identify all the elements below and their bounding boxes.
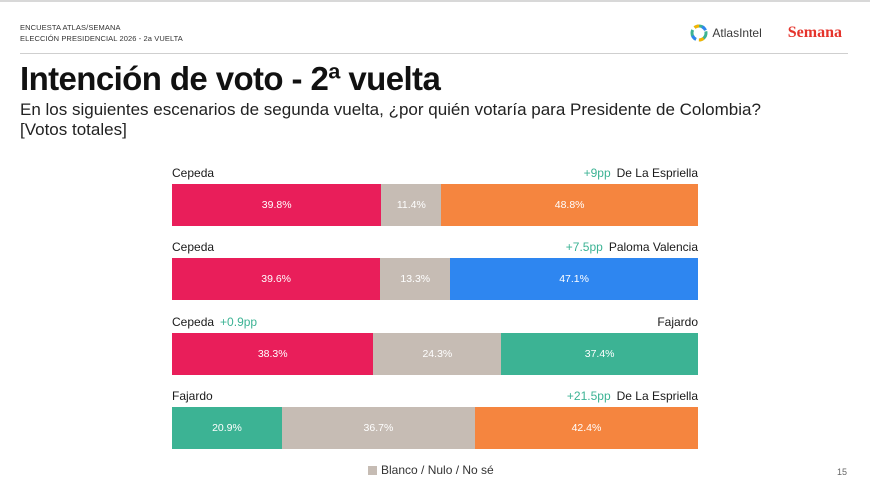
bar-segment-right: 42.4% <box>474 407 698 449</box>
bar-value-label: 47.1% <box>559 273 589 285</box>
scenario-1: Cepeda +9pp De La Espriella 39.8% 11.4% 48.8% <box>172 166 698 226</box>
atlasintel-logo: AtlasIntel <box>690 24 762 42</box>
bar-segment-blanco: 36.7% <box>281 407 475 449</box>
candidate-left-label: Fajardo <box>172 389 213 403</box>
logos: AtlasIntel Semana <box>690 24 842 42</box>
scenario-labels: Cepeda +7.5pp Paloma Valencia <box>172 240 698 258</box>
bar-value-label: 42.4% <box>571 422 602 434</box>
candidate-left-label: Cepeda <box>172 166 214 180</box>
bar-value-label: 11.4% <box>396 199 426 211</box>
scenario-labels: Cepeda +0.9pp Fajardo <box>172 315 698 333</box>
survey-header: ENCUESTA ATLAS/SEMANA ELECCIÓN PRESIDENC… <box>20 22 183 44</box>
candidate-left-name: Cepeda <box>172 166 215 180</box>
stacked-bar: 38.3% 24.3% 37.4% <box>172 333 698 375</box>
semana-logo: Semana <box>787 24 842 41</box>
candidate-right-delta: +21.5pp <box>566 389 611 403</box>
chart-legend: Blanco / Nulo / No sé <box>368 463 494 477</box>
scenario-labels: Fajardo +21.5pp De La Espriella <box>172 389 698 407</box>
candidate-right-name: Paloma Valencia <box>608 240 698 254</box>
candidate-right-label: Fajardo <box>657 315 698 329</box>
subtitle-note: [Votos totales] <box>20 120 127 139</box>
bar-segment-blanco: 24.3% <box>373 333 502 375</box>
page-title: Intención de voto - 2ª vuelta <box>20 60 441 97</box>
candidate-right-name: Fajardo <box>657 315 698 329</box>
atlasintel-logo-icon <box>690 24 708 42</box>
legend-label-blanco: Blanco / Nulo / No sé <box>381 463 494 477</box>
bar-value-label: 39.6% <box>261 273 292 285</box>
bar-value-label: 48.8% <box>554 199 585 211</box>
bar-value-label: 13.3% <box>400 273 431 285</box>
scenario-4: Fajardo +21.5pp De La Espriella 20.9% 36.7% 4… <box>172 389 698 449</box>
scenario-labels: Cepeda +9pp De La Espriella <box>172 166 698 184</box>
bar-value-label: 37.4% <box>584 348 615 360</box>
scenario-2: Cepeda +7.5pp Paloma Valencia 39.6% 13.3% 47.… <box>172 240 698 300</box>
scenario-3: Cepeda +0.9pp Fajardo 38.3% 24.3% 37.4% <box>172 315 698 375</box>
candidate-right-delta: +7.5pp <box>565 240 603 254</box>
stacked-bar: 39.8% 11.4% 48.8% <box>172 184 698 226</box>
candidate-left-label: Cepeda +0.9pp <box>172 315 257 329</box>
candidate-left-name: Cepeda <box>172 315 215 329</box>
top-border <box>0 0 870 2</box>
bar-value-label: 36.7% <box>363 422 394 434</box>
bar-segment-right: 48.8% <box>441 184 698 226</box>
bar-segment-left: 39.8% <box>172 184 382 226</box>
stacked-bar: 39.6% 13.3% 47.1% <box>172 258 698 300</box>
survey-name: ENCUESTA ATLAS/SEMANA <box>20 23 121 32</box>
legend-swatch-blanco <box>368 465 377 475</box>
header-divider <box>20 53 848 54</box>
bar-segment-left: 39.6% <box>172 258 381 300</box>
candidate-right-label: +9pp De La Espriella <box>584 166 698 180</box>
candidate-right-name: De La Espriella <box>616 389 698 403</box>
survey-election: ELECCIÓN PRESIDENCIAL 2026 - 2a VUELTA <box>20 34 183 43</box>
stacked-bar: 20.9% 36.7% 42.4% <box>172 407 698 449</box>
candidate-left-name: Cepeda <box>172 240 215 254</box>
candidate-right-delta: +9pp <box>583 166 611 180</box>
subtitle-question: En los siguientes escenarios de segunda … <box>20 100 761 119</box>
bar-value-label: 24.3% <box>422 348 453 360</box>
page-number: 15 <box>836 467 847 477</box>
candidate-right-label: +7.5pp Paloma Valencia <box>566 240 698 254</box>
candidate-right-label: +21.5pp De La Espriella <box>567 389 698 403</box>
candidate-right-name: De La Espriella <box>616 166 698 180</box>
bar-segment-blanco: 11.4% <box>381 184 442 226</box>
bar-segment-blanco: 13.3% <box>380 258 451 300</box>
bar-segment-right: 47.1% <box>450 258 698 300</box>
candidate-left-label: Cepeda <box>172 240 214 254</box>
atlasintel-logo-text: AtlasIntel <box>712 26 762 40</box>
bar-value-label: 20.9% <box>212 422 242 434</box>
bar-segment-right: 37.4% <box>501 333 698 375</box>
bar-value-label: 38.3% <box>257 348 288 360</box>
page-subtitle: En los siguientes escenarios de segunda … <box>20 100 850 140</box>
candidate-left-delta: +0.9pp <box>220 315 258 329</box>
bar-segment-left: 20.9% <box>172 407 282 449</box>
bar-value-label: 39.8% <box>261 199 292 211</box>
candidate-left-name: Fajardo <box>172 389 213 403</box>
bar-segment-left: 38.3% <box>172 333 374 375</box>
